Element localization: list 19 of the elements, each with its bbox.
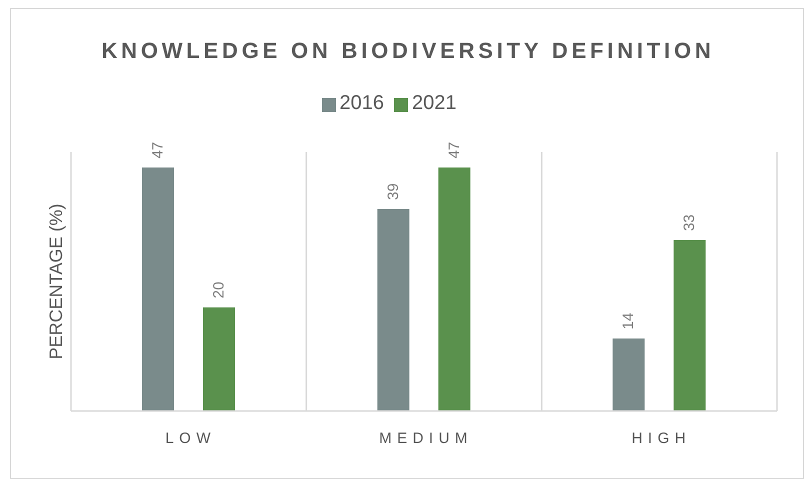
data-label: 33 bbox=[681, 214, 698, 232]
x-tick-label: LOW bbox=[165, 430, 216, 447]
legend-label: 2021 bbox=[412, 92, 456, 114]
bar bbox=[438, 168, 470, 411]
x-tick-label: HIGH bbox=[632, 430, 692, 447]
x-tick-label: MEDIUM bbox=[379, 430, 473, 447]
bar bbox=[377, 208, 410, 411]
y-axis-title: PERCENTAGE (%) bbox=[46, 204, 66, 360]
data-label: 47 bbox=[446, 142, 463, 159]
bar bbox=[142, 168, 174, 411]
chart-title: KNOWLEDGE ON BIODIVERSITY DEFINITION bbox=[100, 38, 716, 64]
bar bbox=[612, 338, 645, 411]
legend-label: 2016 bbox=[340, 92, 384, 114]
bar bbox=[674, 240, 706, 411]
data-label: 14 bbox=[620, 312, 638, 330]
bar bbox=[203, 307, 235, 411]
data-label: 20 bbox=[210, 282, 228, 298]
data-label: 47 bbox=[150, 142, 166, 159]
data-label: 39 bbox=[384, 183, 402, 200]
